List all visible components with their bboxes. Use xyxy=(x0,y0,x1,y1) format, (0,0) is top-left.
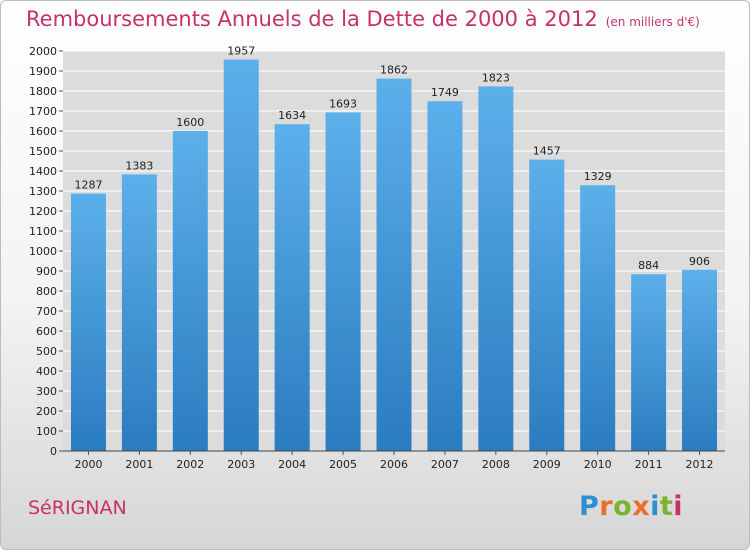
y-tick-label: 1400 xyxy=(29,165,57,178)
y-tick-label: 100 xyxy=(36,425,57,438)
data-label-2012: 906 xyxy=(689,255,710,268)
x-tick-label-2008: 2008 xyxy=(482,458,510,471)
bars: 1287 1383 1600 1957 1634 1693 1862 1749 1823 1457… xyxy=(70,45,718,452)
x-tick-label-2001: 2001 xyxy=(125,458,153,471)
bar-2006 xyxy=(376,78,412,451)
x-tick-label-2000: 2000 xyxy=(74,458,102,471)
y-tick-label: 1600 xyxy=(29,125,57,138)
y-tick-label: 0 xyxy=(50,445,57,458)
data-label-2006: 1862 xyxy=(380,64,408,77)
x-tick-label-2010: 2010 xyxy=(584,458,612,471)
logo-letter: t xyxy=(659,491,674,522)
data-label-2004: 1634 xyxy=(278,109,306,122)
bar-2010 xyxy=(580,185,616,451)
y-tick-label: 600 xyxy=(36,325,57,338)
y-tick-label: 700 xyxy=(36,305,57,318)
x-tick-label-2003: 2003 xyxy=(227,458,255,471)
y-tick-label: 400 xyxy=(36,365,57,378)
logo-letter: o xyxy=(613,491,633,522)
bar-2002 xyxy=(172,131,208,451)
bar-2012 xyxy=(682,269,718,451)
data-label-2008: 1823 xyxy=(482,71,510,84)
x-tick-label-2005: 2005 xyxy=(329,458,357,471)
logo-letter: i xyxy=(673,491,684,522)
data-label-2005: 1693 xyxy=(329,97,357,110)
logo-letter: i xyxy=(650,491,660,522)
y-tick-label: 1900 xyxy=(29,65,57,78)
data-label-2010: 1329 xyxy=(584,170,612,183)
logo-letter: P xyxy=(579,491,600,522)
city-name: SéRIGNAN xyxy=(28,497,127,519)
chart-title: Remboursements Annuels de la Dette de 20… xyxy=(26,7,598,31)
logo-letter: r xyxy=(599,491,614,522)
x-tick-label-2007: 2007 xyxy=(431,458,459,471)
bar-2000 xyxy=(70,193,106,451)
y-axis-ticks: 0 100 200 300 400 500 600 700 800 900 1000 1100 1200… xyxy=(29,45,63,458)
logo-letter: x xyxy=(632,491,651,522)
y-tick-label: 1200 xyxy=(29,205,57,218)
y-tick-label: 1500 xyxy=(29,145,57,158)
y-tick-label: 1000 xyxy=(29,245,57,258)
y-tick-label: 1300 xyxy=(29,185,57,198)
y-tick-label: 1100 xyxy=(29,225,57,238)
y-tick-label: 800 xyxy=(36,285,57,298)
data-label-2001: 1383 xyxy=(125,159,153,172)
x-tick-label-2009: 2009 xyxy=(533,458,561,471)
bar-2004 xyxy=(274,124,310,451)
bar-2005 xyxy=(325,112,361,452)
y-tick-label: 1700 xyxy=(29,105,57,118)
x-tick-label-2012: 2012 xyxy=(686,458,714,471)
y-tick-label: 200 xyxy=(36,405,57,418)
x-tick-label-2011: 2011 xyxy=(635,458,663,471)
bar-2008 xyxy=(478,86,514,452)
chart-unit: (en milliers d'€) xyxy=(605,15,700,29)
bar-2009 xyxy=(529,159,565,451)
x-tick-label-2002: 2002 xyxy=(176,458,204,471)
proxiti-logo: Proxiti xyxy=(579,491,683,522)
x-tick-label-2006: 2006 xyxy=(380,458,408,471)
data-label-2002: 1600 xyxy=(176,116,204,129)
bar-2003 xyxy=(223,59,259,451)
x-tick-label-2004: 2004 xyxy=(278,458,306,471)
bar-2007 xyxy=(427,101,463,451)
data-label-2003: 1957 xyxy=(227,45,255,58)
y-tick-label: 300 xyxy=(36,385,57,398)
y-tick-label: 900 xyxy=(36,265,57,278)
y-tick-label: 500 xyxy=(36,345,57,358)
x-axis-ticks: 2000 2001 2002 2003 2004 2005 2006 2007 2008 2009… xyxy=(74,451,714,471)
y-tick-label: 1800 xyxy=(29,85,57,98)
y-tick-label: 2000 xyxy=(29,45,57,58)
data-label-2007: 1749 xyxy=(431,86,459,99)
chart-title-area: Remboursements Annuels de la Dette de 20… xyxy=(26,7,700,31)
data-label-2000: 1287 xyxy=(74,179,102,192)
bar-2011 xyxy=(631,274,667,451)
bar-2001 xyxy=(121,174,157,451)
data-label-2011: 884 xyxy=(638,259,659,272)
data-label-2009: 1457 xyxy=(533,145,561,158)
